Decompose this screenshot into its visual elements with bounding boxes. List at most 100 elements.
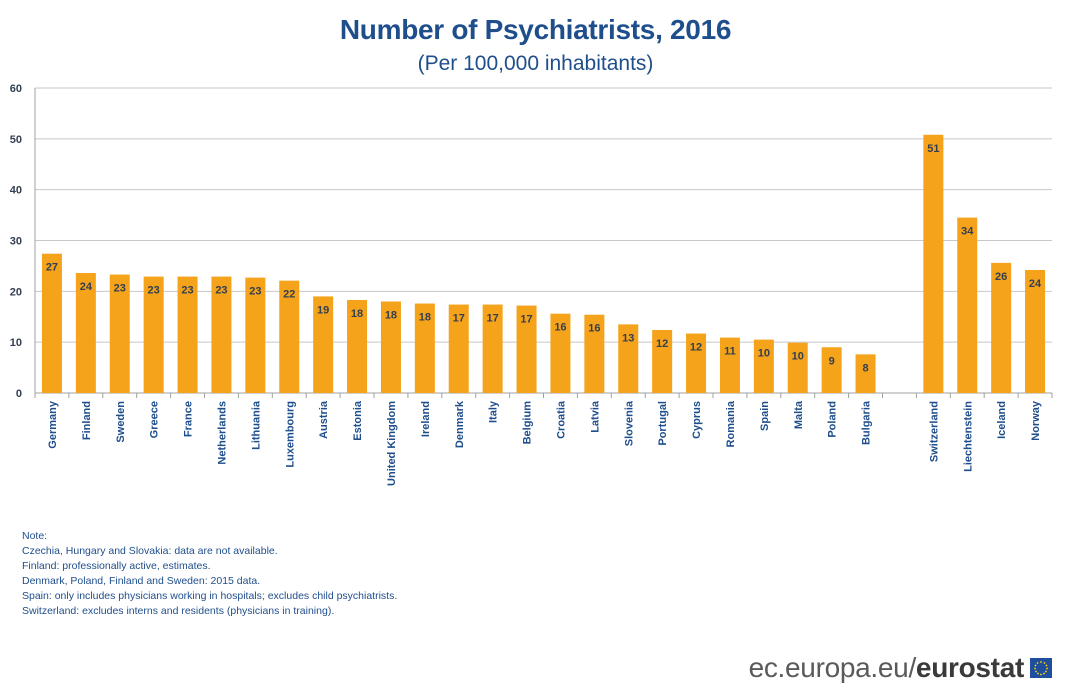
data-label: 16 [554,322,566,334]
x-tick-label: United Kingdom [386,401,398,486]
x-tick-label: Denmark [454,400,466,448]
bar [923,134,944,393]
bar [347,299,368,393]
chart-title: Number of Psychiatrists, 2016 [339,14,732,45]
bar [719,337,740,393]
bar [652,329,673,393]
eu-flag-icon [1030,658,1052,678]
bar [787,342,808,393]
data-label: 18 [351,308,363,320]
y-tick-label: 0 [16,388,22,400]
x-tick-label: Lithuania [250,400,262,450]
bar [211,276,232,393]
note-line: Note: [22,530,48,542]
bar [279,280,300,393]
y-tick-label: 20 [10,286,22,298]
x-tick-label: Netherlands [216,401,228,465]
x-tick-label: Iceland [996,401,1008,439]
note-line: Switzerland: excludes interns and reside… [22,605,335,617]
data-label: 23 [181,285,193,297]
data-label: 10 [792,351,804,363]
x-tick-label: Finland [81,401,93,440]
note-line: Denmark, Poland, Finland and Sweden: 201… [22,575,261,587]
data-label: 24 [1029,278,1042,290]
x-tick-label: Poland [827,401,839,438]
y-tick-label: 40 [10,185,22,197]
bar [143,276,164,393]
x-tick-label: Greece [149,401,161,438]
x-tick-label: Cyprus [691,401,703,439]
data-label: 19 [317,304,329,316]
x-tick-label: Latvia [589,400,601,433]
x-tick-label: Ireland [420,401,432,437]
data-label: 23 [114,283,126,295]
x-tick-label: Croatia [555,400,567,439]
y-tick-label: 60 [10,83,22,95]
x-tick-label: Italy [488,400,500,423]
bar [109,274,130,393]
x-tick-label: Spain [759,401,771,431]
bar [482,304,503,393]
x-tick-label: Switzerland [928,401,940,462]
bar [245,277,266,393]
bar [380,301,401,393]
data-label: 17 [520,314,532,326]
chart-subtitle: (Per 100,000 inhabitants) [417,52,654,75]
bar [584,314,605,393]
data-label: 23 [249,286,261,298]
bar [618,324,639,393]
bar [855,354,876,393]
data-label: 22 [283,289,295,301]
data-label: 23 [148,285,160,297]
x-tick-label: Estonia [352,400,364,441]
data-label: 51 [927,143,939,155]
x-tick-label: Portugal [657,401,669,446]
bar [313,296,334,393]
bar [75,273,96,393]
bar [516,305,537,393]
x-tick-label: Malta [793,400,805,429]
x-tick-label: France [183,401,195,437]
bar [821,347,842,393]
x-tick-label: Romania [725,400,737,447]
data-label: 27 [46,262,58,274]
x-tick-label: Slovenia [623,400,635,446]
bar [1025,269,1046,393]
bar-chart: 0 10 20 30 40 50 60 27 Germany 24 Finland 23 Sweden 2… [10,83,1053,486]
data-label: 34 [961,226,974,238]
x-tick-label: Norway [1030,400,1042,441]
data-label: 9 [829,355,835,367]
data-label: 17 [453,313,465,325]
source-url[interactable]: ec.europa.eu/eurostat [748,652,1025,684]
data-label: 16 [588,323,600,335]
data-label: 24 [80,281,93,293]
bar [177,276,198,393]
data-label: 13 [622,332,634,344]
bar [686,333,707,393]
y-tick-label: 30 [10,236,22,248]
source-domain: ec.europa.eu/ [748,652,917,683]
data-label: 11 [724,346,736,358]
data-label: 23 [215,285,227,297]
data-label: 26 [995,271,1007,283]
x-tick-label: Sweden [115,401,127,443]
x-tick-label: Bulgaria [861,400,873,445]
note-line: Spain: only includes physicians working … [22,590,398,602]
data-label: 8 [862,362,868,374]
data-label: 18 [385,310,397,322]
y-tick-label: 10 [10,337,22,349]
x-tick-label: Germany [47,400,59,449]
x-tick-label: Liechtenstein [962,401,974,472]
data-label: 18 [419,312,431,324]
data-label: 12 [656,338,668,350]
x-tick-label: Luxembourg [284,401,296,468]
bar [991,262,1012,393]
bar [41,253,62,393]
bar [550,313,571,393]
notes-block: Note: Czechia, Hungary and Slovakia: dat… [22,529,397,619]
bar [753,339,774,393]
note-line: Czechia, Hungary and Slovakia: data are … [22,545,278,557]
y-tick-label: 50 [10,134,22,146]
bar [957,217,978,393]
x-tick-label: Belgium [522,401,534,445]
